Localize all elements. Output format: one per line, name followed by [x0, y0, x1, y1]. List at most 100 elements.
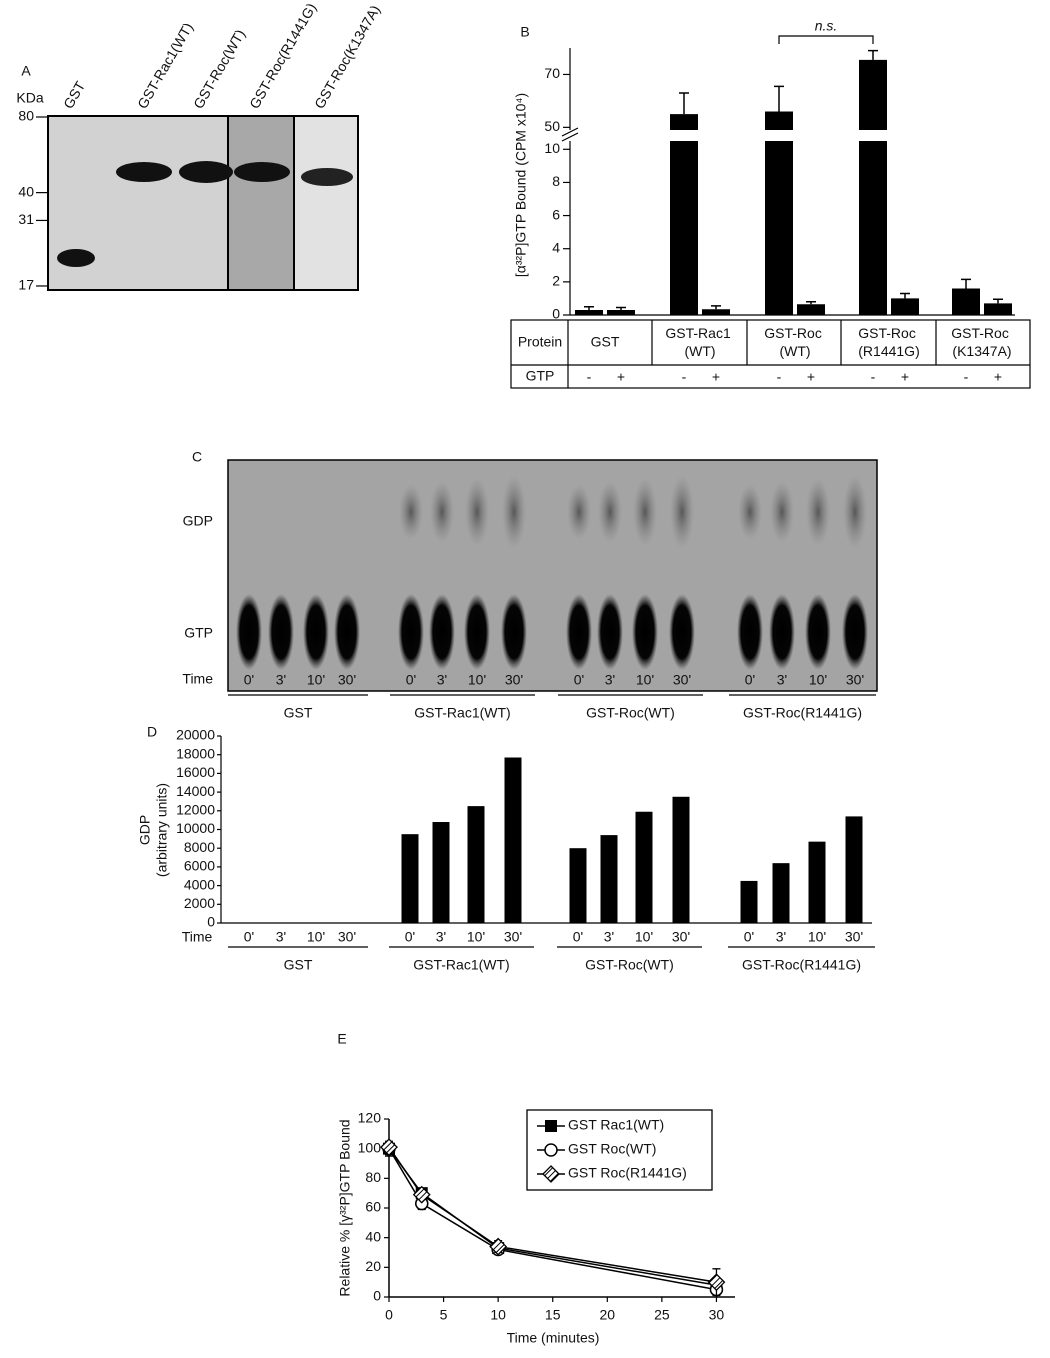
bracket	[778, 35, 874, 44]
marker-label: 31	[18, 211, 34, 227]
gtp-sign: +	[712, 369, 720, 385]
x-tick-label: 3'	[776, 929, 786, 945]
category-label: GST-Roc (K1347A)	[951, 325, 1012, 359]
y-tick-label: 8	[552, 173, 560, 189]
bar	[702, 309, 730, 315]
x-tick-label: 3'	[777, 672, 787, 688]
gtp-spot	[429, 594, 455, 670]
x-axis-label: Time (minutes)	[507, 1330, 600, 1346]
y-tick-label: 80	[365, 1169, 381, 1185]
x-tick-label: 10	[490, 1307, 506, 1323]
x-tick-label: 30'	[846, 672, 864, 688]
x-tick-label: 0'	[574, 672, 584, 688]
y-tick-label: 10	[544, 140, 560, 156]
y-axis-label: [α³²P]GTP Bound (CPM x10⁴)	[513, 93, 529, 277]
y-tick-label: 60	[365, 1199, 381, 1215]
group-label: GST-Roc(R1441G)	[743, 705, 862, 721]
band	[57, 249, 95, 267]
gtp-spot	[597, 594, 623, 670]
gdp-spot	[567, 484, 591, 540]
error-bar	[868, 49, 878, 60]
lane-label: GST-Roc(K1347A)	[311, 2, 383, 111]
category-label: GST-Roc (R1441G)	[858, 325, 919, 359]
bar	[504, 757, 522, 923]
series-line	[388, 1146, 717, 1283]
gtp-spot	[501, 594, 527, 670]
y-tick-label: 0	[207, 914, 215, 930]
lane-label: GST-Roc(WT)	[190, 27, 248, 112]
gtp-sign: +	[617, 369, 625, 385]
x-tick-label: 30'	[673, 672, 691, 688]
gdp-spot	[738, 484, 762, 540]
panel-label: C	[192, 449, 202, 465]
x-tick-label: 0'	[744, 929, 754, 945]
bar	[401, 834, 419, 923]
bar	[772, 863, 790, 923]
bar	[845, 816, 863, 923]
legend-label: GST Rac1(WT)	[568, 1117, 664, 1133]
x-tick-label: 10'	[467, 929, 485, 945]
band	[301, 168, 353, 186]
bar	[891, 298, 919, 315]
x-tick-label: 10'	[468, 672, 486, 688]
bar	[808, 841, 826, 923]
bar	[797, 304, 825, 315]
x-tick-label: 30'	[505, 672, 523, 688]
gtp-spot	[842, 594, 868, 670]
gtp-sign: -	[964, 369, 969, 385]
marker	[380, 1138, 398, 1157]
error-bar	[774, 85, 784, 112]
gdp-spot	[633, 478, 657, 546]
group-label: GST-Rac1(WT)	[414, 705, 510, 721]
gtp-sign: -	[682, 369, 687, 385]
y-tick-label: 4000	[184, 876, 215, 892]
y-tick-label: 4	[552, 239, 560, 255]
gdp-spot	[598, 481, 622, 543]
gdp-spot	[465, 478, 489, 546]
y-tick-label: 100	[358, 1139, 382, 1155]
x-tick-label: 0'	[573, 929, 583, 945]
x-tick-label: 3'	[276, 929, 286, 945]
y-tick-label: 8000	[184, 839, 215, 855]
y-tick-label: 14000	[176, 783, 215, 799]
row-label: Protein	[518, 334, 562, 350]
legend-marker	[545, 1120, 557, 1132]
gtp-spot	[464, 594, 490, 670]
gdp-spot	[502, 475, 526, 549]
panel-label: A	[21, 63, 31, 79]
y-tick-label: 2000	[184, 895, 215, 911]
unit-label: KDa	[16, 90, 43, 106]
marker-label: 40	[18, 183, 34, 199]
bar	[670, 114, 698, 316]
error-bar	[961, 278, 971, 289]
x-tick-label: 10'	[808, 929, 826, 945]
gtp-sign: +	[994, 369, 1002, 385]
x-tick-label: 10'	[635, 929, 653, 945]
y-axis-label: Relative % [γ³²P]GTP Bound	[337, 1119, 353, 1296]
y-tick-label: 0	[373, 1288, 381, 1304]
bar	[569, 848, 587, 923]
y-axis-label: GDP	[137, 815, 153, 845]
spot-label: GDP	[183, 513, 213, 529]
bar	[600, 835, 618, 923]
bar	[740, 880, 758, 923]
gdp-spot	[843, 475, 867, 549]
gtp-spot	[268, 594, 294, 670]
group-label: GST	[284, 957, 313, 973]
x-tick-label: 10'	[636, 672, 654, 688]
bar	[635, 811, 653, 923]
gtp-spot	[769, 594, 795, 670]
gtp-sign: -	[587, 369, 592, 385]
table-frame	[510, 319, 1031, 389]
gtp-sign: +	[901, 369, 909, 385]
bar	[467, 806, 485, 923]
legend-label: GST Roc(R1441G)	[568, 1165, 687, 1181]
x-axis-label: Time	[182, 929, 213, 945]
gdp-spot	[670, 475, 694, 549]
x-tick-label: 10'	[307, 929, 325, 945]
y-tick-label: 12000	[176, 802, 215, 818]
y-tick-label: 40	[365, 1228, 381, 1244]
error-bar	[679, 92, 689, 115]
x-tick-label: 30'	[338, 929, 356, 945]
bar	[672, 796, 690, 923]
